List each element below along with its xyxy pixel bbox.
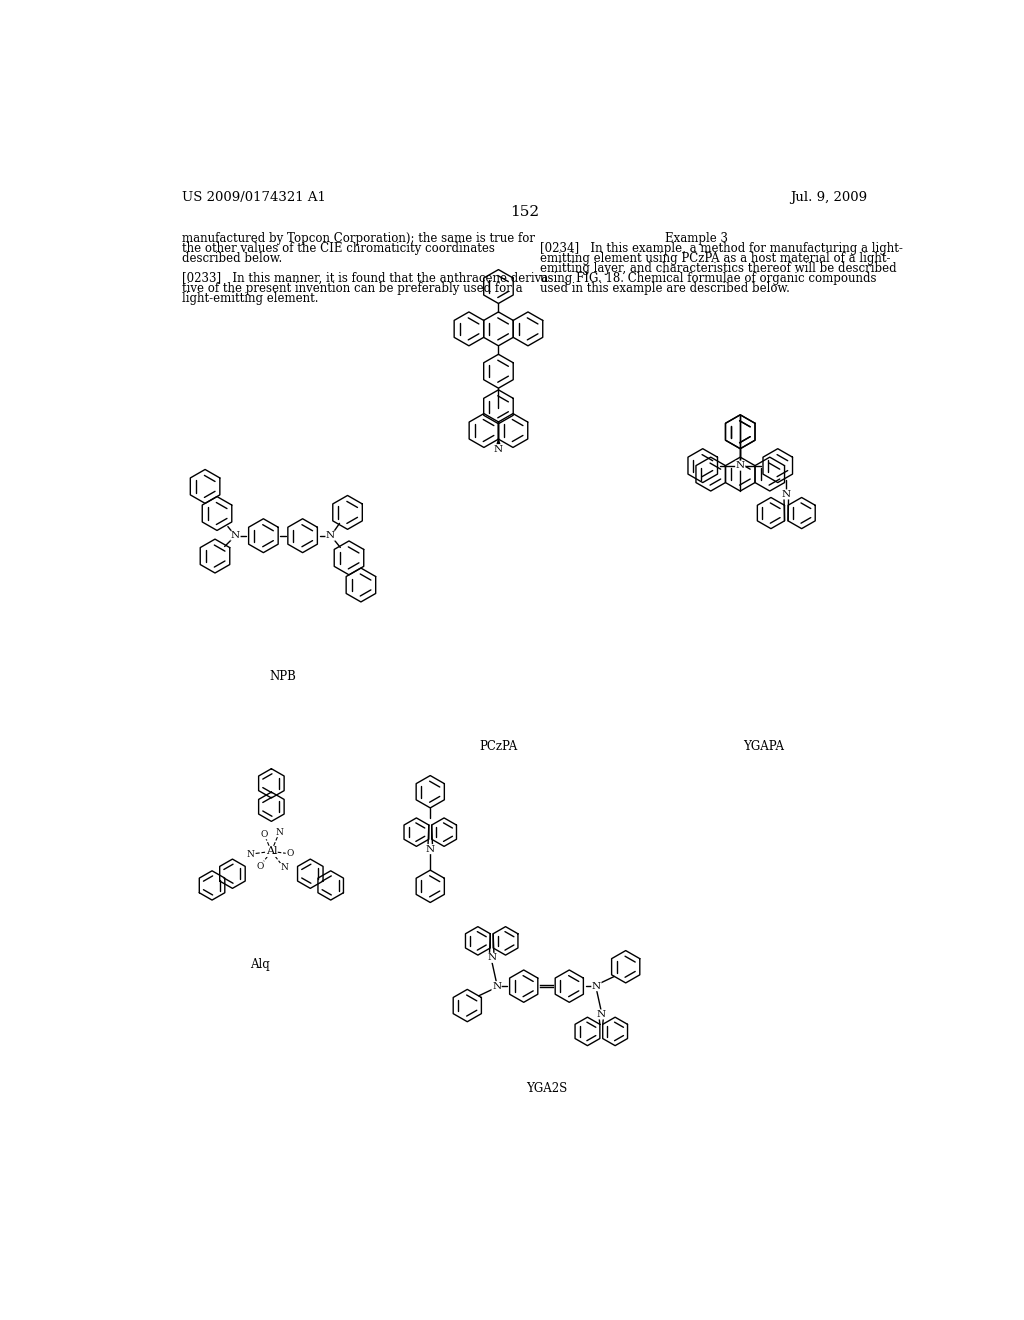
Text: N: N	[592, 982, 601, 990]
Text: used in this example are described below.: used in this example are described below…	[541, 281, 791, 294]
Text: [0234]   In this example, a method for manufacturing a light-: [0234] In this example, a method for man…	[541, 242, 903, 255]
Text: tive of the present invention can be preferably used for a: tive of the present invention can be pre…	[182, 281, 523, 294]
Text: N: N	[781, 490, 791, 499]
Text: O: O	[286, 849, 294, 858]
Text: Alq: Alq	[250, 958, 269, 970]
Text: N: N	[426, 845, 435, 854]
Text: N: N	[494, 445, 503, 454]
Text: emitting layer, and characteristics thereof will be described: emitting layer, and characteristics ther…	[541, 261, 897, 275]
Text: NPB: NPB	[269, 671, 296, 684]
Text: Al: Al	[265, 846, 278, 857]
Text: N: N	[281, 863, 288, 873]
Text: N: N	[326, 531, 335, 540]
Text: using FIG. 18. Chemical formulae of organic compounds: using FIG. 18. Chemical formulae of orga…	[541, 272, 877, 285]
Text: [0233]   In this manner, it is found that the anthracene deriva-: [0233] In this manner, it is found that …	[182, 272, 553, 285]
Text: light-emitting element.: light-emitting element.	[182, 292, 318, 305]
Text: N: N	[597, 1010, 606, 1019]
Text: O: O	[256, 862, 264, 871]
Text: N: N	[247, 850, 255, 858]
Text: N: N	[492, 982, 501, 990]
Text: described below.: described below.	[182, 252, 283, 264]
Text: YGA2S: YGA2S	[526, 1082, 567, 1096]
Text: N: N	[275, 828, 284, 837]
Text: N: N	[231, 531, 240, 540]
Text: O: O	[260, 830, 268, 838]
Text: N: N	[487, 953, 497, 962]
Text: Example 3: Example 3	[665, 231, 728, 244]
Text: N: N	[735, 461, 744, 470]
Text: Jul. 9, 2009: Jul. 9, 2009	[791, 191, 867, 203]
Text: manufactured by Topcon Corporation); the same is true for: manufactured by Topcon Corporation); the…	[182, 231, 536, 244]
Text: YGAPA: YGAPA	[743, 739, 784, 752]
Text: US 2009/0174321 A1: US 2009/0174321 A1	[182, 191, 326, 203]
Text: PCzPA: PCzPA	[479, 739, 517, 752]
Text: 152: 152	[510, 205, 540, 219]
Text: the other values of the CIE chromaticity coordinates: the other values of the CIE chromaticity…	[182, 242, 496, 255]
Text: emitting element using PCzPA as a host material of a light-: emitting element using PCzPA as a host m…	[541, 252, 891, 264]
